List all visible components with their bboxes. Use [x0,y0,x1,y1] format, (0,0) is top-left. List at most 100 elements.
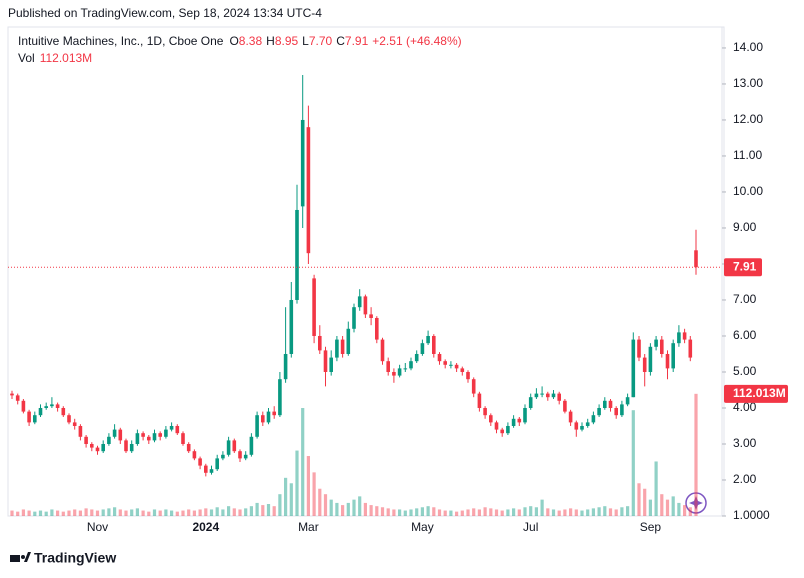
volume-bar [221,509,225,516]
volume-bar [591,508,595,516]
candle-body [625,397,630,405]
volume-bar [192,510,196,516]
volume-bar [249,506,253,516]
volume-bar [323,494,328,516]
volume-bar [380,507,385,516]
candle-body [654,339,658,347]
candle-body [540,393,544,395]
volume-bar [677,502,681,516]
candle-body [249,436,254,455]
volume-bar [660,494,664,516]
volume-bar [648,499,652,516]
candle-body [346,328,351,354]
volume-bar [141,510,145,516]
volume-bar [170,510,174,516]
volume-bar [113,507,117,516]
candle-body [563,400,567,412]
volume-bar [215,507,219,516]
x-tick-label: May [411,520,434,534]
volume-bar [238,509,242,516]
candle-body [631,339,636,398]
volume-bar [335,502,339,516]
volume-bar [181,510,185,516]
volume-bar [352,499,356,516]
legend-key: H [266,34,275,48]
ai-icon[interactable] [685,492,707,514]
y-tick-label: 9.00 [733,220,757,234]
x-tick-label: Sep [640,520,662,534]
candle-body [101,443,105,452]
candle-body [261,415,265,423]
volume-bar [50,509,54,516]
candle-body [266,411,271,423]
volume-bar [61,511,65,516]
volume-bar [306,456,310,516]
candle-body [141,433,145,437]
brand: TradingView [34,550,116,566]
candle-body [494,422,499,430]
volume-bar [295,450,299,516]
candle-body [414,353,419,362]
candle-body [585,422,590,426]
candle-body [677,332,681,344]
volume-value: 112.013M [40,51,92,65]
y-tick-label: 3.00 [733,436,757,450]
candle-body [489,415,493,423]
volume-bar [626,506,630,516]
candle-body [44,406,48,408]
volume-bar [654,461,658,516]
volume-bar [443,510,447,516]
legend-key: L [302,34,309,48]
volume-bar [455,511,459,516]
candle-body [90,443,94,448]
candle-body [477,393,482,408]
candle-body [397,368,402,376]
volume-legend: Vol 112.013M [18,51,92,65]
volume-bar [643,488,647,516]
legend-value: 7.91 [345,34,369,48]
candle-body [238,451,242,459]
candle-body [186,443,191,452]
candle-body [27,411,31,423]
y-tick-label: 7.00 [733,292,757,306]
volume-bar [152,509,157,516]
volume-bar [580,510,584,516]
volume-bar [494,509,499,516]
volume-bar [232,508,236,516]
legend-change: +2.51 (+46.48%) [372,34,461,48]
candle-body [67,415,71,423]
candles [10,74,698,477]
volume-bar [244,508,248,516]
candle-body [369,314,373,318]
candle-body [409,361,413,369]
volume-bar [135,508,139,516]
candle-body [591,415,596,423]
candle-body [295,209,299,300]
volume-bar [363,502,367,516]
candle-body [169,425,174,430]
candle-body [597,407,601,416]
candle-body [551,393,556,398]
volume-bar [90,509,94,516]
candle-body [694,250,698,268]
symbol: Intuitive Machines, Inc., 1D, Cboe One [18,34,224,48]
volume-bar [158,510,162,516]
volume-bar [289,483,293,516]
candle-body [255,415,259,437]
candle-body [158,433,162,437]
volume-bar [147,511,151,516]
legend: Intuitive Machines, Inc., 1D, Cboe One O8… [18,34,462,48]
candle-body [226,440,231,455]
volume-bar [386,508,390,516]
logo [10,552,31,562]
candle-body [198,458,202,466]
volume-bar [318,488,322,516]
volume-bar [637,483,641,516]
candle-body [147,436,151,441]
candle-body [432,335,436,354]
candle-body [84,436,88,444]
y-tick-label: 10.00 [733,184,763,198]
candle-body [33,415,37,423]
volume-bar [346,502,350,516]
